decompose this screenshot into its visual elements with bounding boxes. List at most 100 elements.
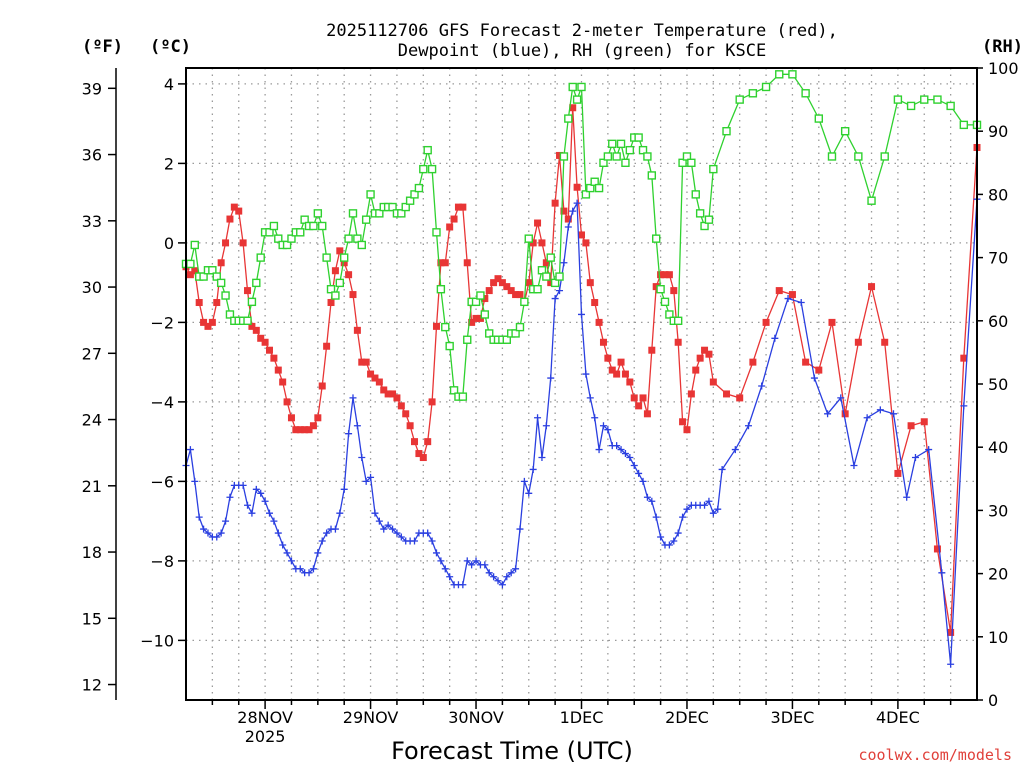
- rh-point: [533, 285, 542, 294]
- temperature-point: [894, 469, 902, 477]
- dewpoint-point: [353, 422, 361, 430]
- fahrenheit-tick-label: 39: [82, 79, 102, 98]
- temperature-point: [604, 354, 612, 362]
- temperature-point: [960, 354, 968, 362]
- temperature-point: [200, 318, 208, 326]
- dewpoint-point: [960, 402, 968, 410]
- dewpoint-point: [630, 461, 638, 469]
- celsius-tick-label: 2: [164, 154, 174, 173]
- temperature-point: [498, 279, 506, 287]
- dewpoint-point: [283, 549, 291, 557]
- dewpoint-point: [507, 569, 515, 577]
- temperature-point: [578, 231, 585, 239]
- dewpoint-point: [498, 581, 506, 589]
- rh-point: [801, 89, 810, 98]
- temperature-point: [476, 314, 484, 322]
- temperature-point: [419, 454, 427, 462]
- temperature-point: [415, 450, 423, 458]
- rh-point: [410, 190, 419, 199]
- rh-point: [476, 291, 485, 300]
- temperature-point: [402, 410, 410, 418]
- series-layer: [181, 70, 982, 668]
- dewpoint-point: [591, 414, 599, 422]
- temperature-point: [573, 183, 581, 191]
- dewpoint-point: [336, 509, 344, 517]
- temperature-point: [569, 104, 577, 112]
- fahrenheit-tick-label: 33: [82, 212, 102, 231]
- temperature-point: [371, 374, 379, 382]
- chart-title-line-2: Dewpoint (blue), RH (green) for KSCE: [398, 41, 766, 61]
- rh-point: [612, 152, 621, 161]
- rh-unit-label: (RH): [982, 37, 1023, 57]
- rh-point: [471, 297, 481, 307]
- year-tick-label: 2025: [245, 727, 286, 746]
- temperature-point: [613, 370, 621, 378]
- temperature-point: [367, 370, 375, 378]
- temperature-point: [244, 287, 252, 295]
- dewpoint-point: [903, 493, 911, 501]
- x-axis-title: Forecast Time (UTC): [391, 737, 633, 765]
- temperature-point: [208, 318, 216, 326]
- temperature-point: [274, 366, 282, 374]
- dewpoint-point: [863, 414, 871, 422]
- dewpoint-point: [520, 477, 528, 485]
- plot-frame: [185, 67, 978, 701]
- dewpoint-point: [542, 422, 550, 430]
- rh-point: [603, 152, 613, 161]
- dewpoint-point: [911, 454, 919, 462]
- rh-point: [700, 221, 709, 231]
- dewpoint-point: [441, 565, 449, 573]
- temperature-point: [679, 418, 687, 426]
- fahrenheit-tick-label: 24: [82, 411, 102, 430]
- dewpoint-point: [244, 501, 252, 509]
- rh-point: [463, 335, 472, 344]
- dewpoint-point: [270, 517, 278, 525]
- temperature-point: [428, 398, 436, 406]
- rh-point: [920, 95, 929, 104]
- rh-point: [423, 145, 432, 155]
- temperature-point: [261, 338, 269, 346]
- temperature-point: [257, 334, 265, 342]
- dewpoint-point: [358, 454, 366, 462]
- temperature-point: [222, 239, 230, 247]
- temperature-point: [327, 299, 335, 307]
- dewpoint-point: [635, 469, 643, 477]
- rh-point: [252, 278, 261, 288]
- rh-point: [555, 272, 564, 281]
- temperature-point: [661, 271, 669, 279]
- dewpoint-point: [252, 485, 260, 493]
- rh-point: [722, 126, 731, 136]
- dewpoint-point: [305, 569, 313, 577]
- dewpoint-point: [186, 446, 194, 454]
- dewpoint-point: [599, 422, 607, 430]
- rh-point: [405, 196, 415, 205]
- rh-point: [572, 95, 582, 104]
- date-tick-label: 2DEC: [665, 708, 709, 727]
- dewpoint-point: [705, 497, 713, 505]
- rh-point: [546, 253, 555, 262]
- dewpoint-point: [261, 497, 269, 505]
- rh-point: [419, 164, 428, 174]
- temperature-point: [490, 279, 498, 287]
- dewpoint-point: [824, 410, 832, 418]
- rh-tick-label: 100: [988, 59, 1019, 78]
- rh-point: [441, 322, 450, 332]
- temperature-point: [542, 259, 550, 267]
- rh-point: [375, 209, 384, 218]
- temperature-point: [564, 215, 572, 223]
- rh-point: [361, 215, 371, 224]
- rh-point: [656, 285, 665, 294]
- dewpoint-point: [191, 477, 199, 485]
- series-2-meter-temperature: [182, 104, 981, 636]
- temperature-point: [318, 382, 326, 390]
- temperature-point: [494, 275, 502, 283]
- rh-point: [287, 234, 296, 243]
- dewpoint-point: [643, 493, 651, 501]
- dewpoint-point: [296, 565, 304, 573]
- dewpoint-point: [217, 529, 225, 537]
- temperature-point: [933, 545, 941, 553]
- rh-point: [212, 272, 221, 281]
- temperature-point: [472, 314, 480, 322]
- dewpoint-point: [582, 370, 590, 378]
- fahrenheit-unit-label: (ºF): [82, 37, 123, 57]
